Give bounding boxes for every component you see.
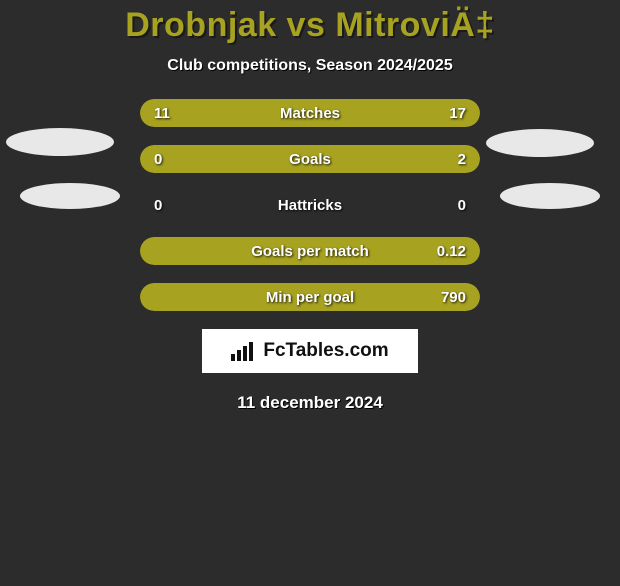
page-title: Drobnjak vs MitroviÄ‡: [0, 6, 620, 45]
stat-right-value: 17: [449, 99, 466, 127]
decor-ellipse: [6, 128, 114, 156]
stat-label: Goals: [140, 145, 480, 173]
decor-ellipse: [20, 183, 120, 209]
stat-right-value: 790: [441, 283, 466, 311]
fctables-logo[interactable]: FcTables.com: [202, 329, 418, 373]
subtitle: Club competitions, Season 2024/2025: [0, 57, 620, 75]
stat-row: 11Matches17: [140, 99, 480, 127]
stat-row: Min per goal790: [140, 283, 480, 311]
stat-row: 0Goals2: [140, 145, 480, 173]
stat-label: Hattricks: [140, 191, 480, 219]
stat-label: Min per goal: [140, 283, 480, 311]
stat-bars: 11Matches170Goals20Hattricks0Goals per m…: [140, 75, 480, 311]
stat-right-value: 0.12: [437, 237, 466, 265]
decor-ellipse: [486, 129, 594, 157]
barchart-icon: [231, 341, 257, 361]
comparison-card: Drobnjak vs MitroviÄ‡ Club competitions,…: [0, 6, 620, 413]
stat-row: 0Hattricks0: [140, 191, 480, 219]
stat-label: Goals per match: [140, 237, 480, 265]
date-text: 11 december 2024: [0, 393, 620, 413]
logo-text: FcTables.com: [263, 340, 388, 362]
decor-ellipse: [500, 183, 600, 209]
stat-right-value: 2: [458, 145, 466, 173]
stat-row: Goals per match0.12: [140, 237, 480, 265]
stat-label: Matches: [140, 99, 480, 127]
stat-right-value: 0: [458, 191, 466, 219]
